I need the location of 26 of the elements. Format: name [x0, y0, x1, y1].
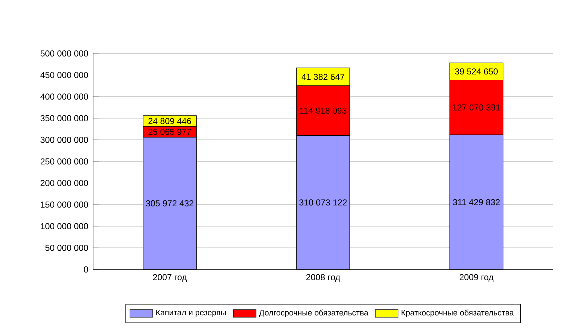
- data-label: 311 429 832: [453, 199, 500, 206]
- data-label: 39 524 650: [455, 68, 498, 75]
- x-tick-label: 2008 год: [306, 274, 340, 282]
- data-label: 310 073 122: [300, 200, 347, 206]
- data-label: 25 065 977: [148, 129, 192, 136]
- data-label: 24 809 446: [148, 118, 192, 124]
- y-tick-label: 100 000 000: [41, 223, 88, 230]
- data-label: 114 918 093: [300, 108, 347, 114]
- y-tick-label: 250 000 000: [40, 158, 88, 165]
- y-tick-label: 200 000 000: [40, 180, 88, 186]
- y-tick-label: 500 000 000: [40, 50, 88, 57]
- data-label: 305 972 432: [146, 200, 194, 207]
- y-tick-label: 400 000 000: [40, 94, 88, 100]
- y-tick-label: 50 000 000: [46, 244, 88, 252]
- legend-label: Долгосрочные обязательства: [259, 310, 369, 318]
- y-tick-label: 450 000 000: [40, 72, 88, 78]
- data-label: 127 070 391: [453, 104, 500, 111]
- x-tick-label: 2007 год: [153, 274, 188, 282]
- y-tick-label: 300 000 000: [40, 137, 88, 144]
- legend-label: Капитал и резервы: [156, 310, 226, 318]
- data-label: 41 382 647: [302, 74, 345, 80]
- y-tick-label: 350 000 000: [40, 115, 88, 122]
- y-tick-label: 0: [84, 266, 88, 273]
- x-tick-label: 2009 год: [460, 274, 494, 282]
- y-tick-label: 150 000 000: [41, 202, 88, 208]
- legend-label: Краткосрочные обязательства: [402, 310, 514, 318]
